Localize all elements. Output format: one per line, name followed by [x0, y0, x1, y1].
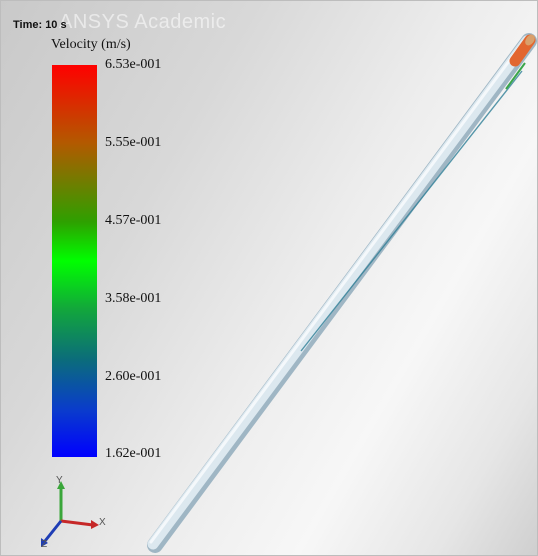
axis-y-label: Y — [56, 475, 63, 486]
axis-z-label: Z — [41, 539, 47, 550]
axis-x — [61, 521, 93, 525]
axis-x-arrow — [91, 520, 99, 529]
axis-z — [45, 521, 61, 541]
velocity-streak — [301, 71, 522, 351]
pipe-highlight — [151, 41, 524, 542]
axis-x-label: X — [99, 517, 106, 528]
pipe-body-light — [153, 41, 527, 544]
